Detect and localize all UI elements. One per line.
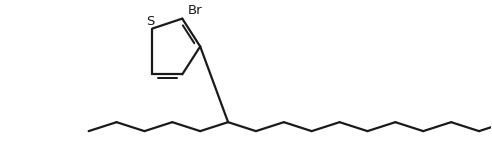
Text: Br: Br	[188, 4, 203, 17]
Text: S: S	[146, 15, 154, 28]
